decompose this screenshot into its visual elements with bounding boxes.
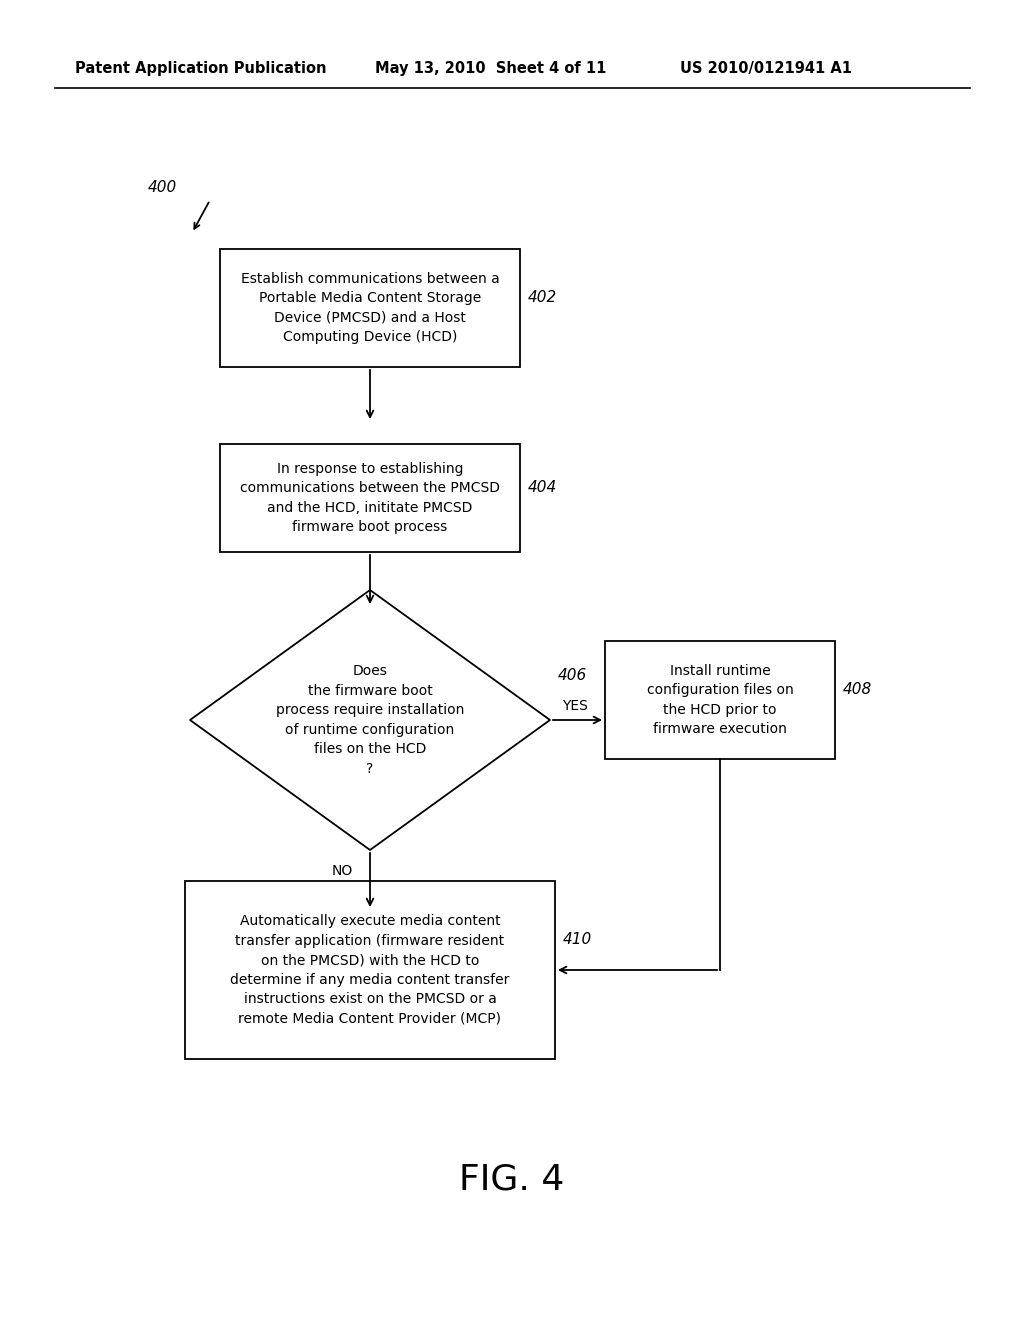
Text: Establish communications between a
Portable Media Content Storage
Device (PMCSD): Establish communications between a Porta… [241,272,500,345]
Text: 400: 400 [148,181,177,195]
Bar [220,444,520,552]
Text: YES: YES [562,700,588,713]
Text: 406: 406 [558,668,587,682]
Text: US 2010/0121941 A1: US 2010/0121941 A1 [680,61,852,75]
Bar [185,880,555,1059]
Text: 408: 408 [843,682,872,697]
Text: 410: 410 [563,932,592,948]
Text: Patent Application Publication: Patent Application Publication [75,61,327,75]
Text: 402: 402 [528,290,557,305]
Text: NO: NO [332,865,352,878]
Text: Install runtime
configuration files on
the HCD prior to
firmware execution: Install runtime configuration files on t… [646,664,794,737]
Text: FIG. 4: FIG. 4 [460,1163,564,1197]
Text: 404: 404 [528,480,557,495]
Text: May 13, 2010  Sheet 4 of 11: May 13, 2010 Sheet 4 of 11 [375,61,606,75]
Bar [220,249,520,367]
Text: In response to establishing
communications between the PMCSD
and the HCD, initit: In response to establishing communicatio… [240,462,500,535]
Text: Does
the firmware boot
process require installation
of runtime configuration
fil: Does the firmware boot process require i… [275,664,464,776]
Polygon shape [190,590,550,850]
Bar [605,642,835,759]
Text: Automatically execute media content
transfer application (firmware resident
on t: Automatically execute media content tran… [230,915,510,1026]
